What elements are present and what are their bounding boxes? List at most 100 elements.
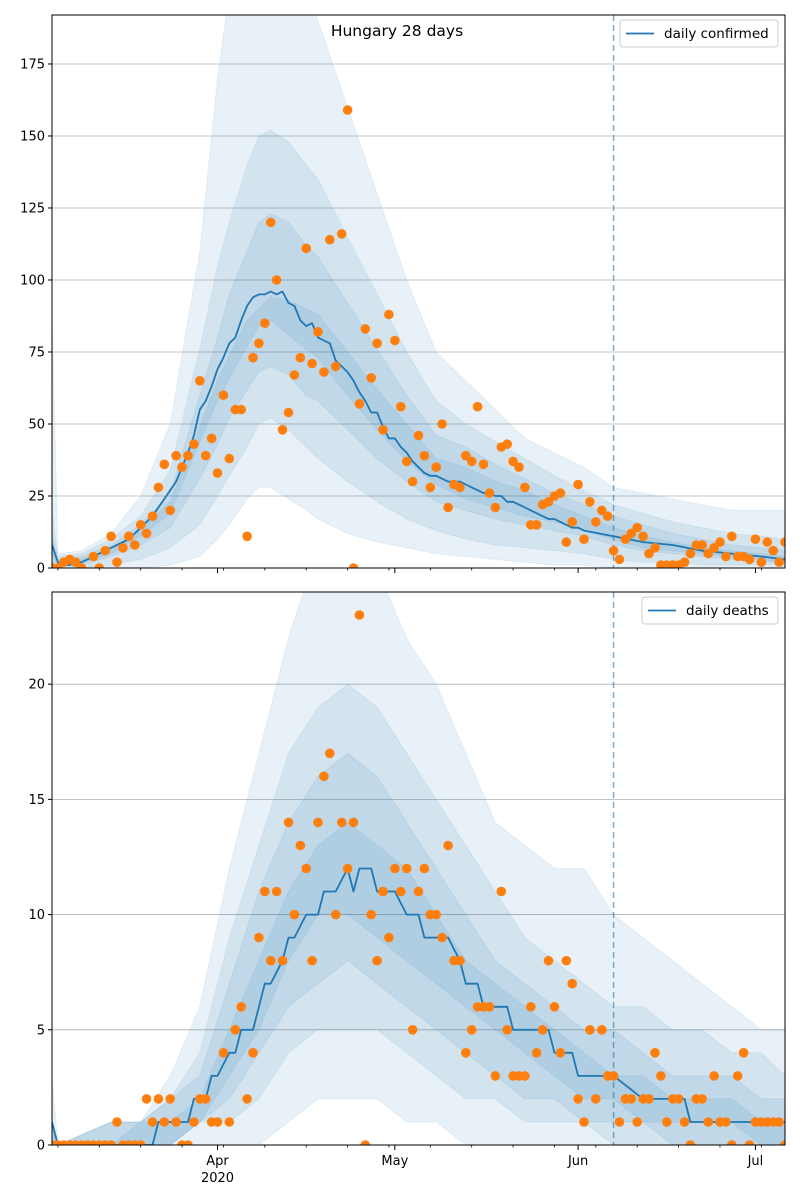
deaths-observed-point: [685, 1140, 696, 1145]
deaths-observed-point: [325, 748, 335, 759]
deaths-observed-point: [561, 955, 572, 966]
deaths-observed-point: [703, 1117, 713, 1127]
confirmed-observed-point: [265, 217, 276, 228]
deaths-observed-point: [662, 1117, 672, 1127]
confirmed-observed-point: [301, 243, 312, 254]
confirmed-observed-point: [756, 557, 767, 567]
confirmed-observed-point: [106, 531, 116, 542]
confirmed-observed-point: [431, 462, 442, 473]
deaths-observed-point: [159, 1117, 170, 1127]
deaths-legend-label: daily deaths: [686, 603, 769, 619]
deaths-observed-point: [709, 1071, 719, 1081]
deaths-observed-point: [378, 886, 388, 897]
deaths-observed-point: [242, 1094, 252, 1104]
confirmed-observed-point: [437, 419, 447, 429]
confirmed-observed-point: [224, 453, 235, 464]
deaths-observed-point: [348, 817, 359, 828]
deaths-observed-point: [254, 932, 264, 943]
deaths-observed-point: [307, 955, 317, 966]
deaths-observed-point: [313, 817, 323, 828]
deaths-observed-point: [679, 1117, 690, 1127]
confirmed-observed-point: [360, 324, 371, 334]
confirmed-observed-point: [620, 534, 631, 544]
deaths-observed-point: [738, 1048, 749, 1058]
deaths-median-line: [52, 867, 785, 1145]
confirmed-observed-point: [407, 476, 418, 487]
deaths-observed-point: [543, 955, 554, 966]
confirmed-observed-point: [94, 563, 105, 568]
deaths-observed-point: [230, 1025, 241, 1035]
deaths-observed-point: [443, 840, 453, 851]
confirmed-observed-point: [271, 275, 282, 285]
confirmed-observed-point: [165, 505, 175, 516]
deaths-observed-point: [626, 1094, 637, 1104]
confirmed-observed-point: [472, 401, 483, 412]
confirmed-observed-point: [183, 450, 193, 461]
confirmed-observed-point: [478, 459, 489, 470]
confirmed-observed-point: [697, 540, 707, 550]
confirmed-observed-point: [177, 462, 187, 473]
deaths-observed-point: [727, 1140, 737, 1145]
confirmed-observed-point: [614, 554, 625, 565]
confirmed-observed-point: [626, 528, 637, 539]
confirmed-observed-point: [254, 338, 264, 349]
deaths-observed-point: [189, 1117, 199, 1127]
deaths-observed-point: [260, 886, 270, 897]
confirmed-observed-point: [295, 352, 306, 363]
confirmed-observed-point: [774, 557, 784, 567]
deaths-legend-box: [641, 596, 779, 625]
deaths-ytick-label: 5: [37, 1023, 45, 1038]
deaths-observed-point: [295, 840, 306, 851]
confirmed-legend-label: daily confirmed: [664, 26, 769, 42]
confirmed-x-axis: [57, 568, 762, 573]
confirmed-observed-point: [100, 545, 110, 556]
deaths-observed-point: [413, 886, 424, 897]
confirmed-observed-point: [384, 309, 394, 320]
deaths-observed-point: [236, 1002, 246, 1012]
confirmed-observed-point: [189, 439, 199, 450]
chart-title: Hungary 28 days: [331, 22, 463, 40]
deaths-observed-point: [484, 1002, 495, 1012]
confirmed-ytick-label: 0: [37, 562, 45, 577]
confirmed-observed-point: [372, 338, 382, 349]
confirmed-observed-point: [147, 511, 158, 521]
deaths-observed-point: [531, 1048, 542, 1058]
confirmed-observed-point: [768, 545, 778, 556]
confirmed-observed-point: [709, 543, 719, 553]
confirmed-ytick-label: 150: [20, 129, 45, 144]
confirmed-observed-point: [206, 433, 217, 444]
confirmed-observed-point: [401, 456, 412, 467]
confirmed-observed-point: [218, 390, 229, 401]
deaths-observed-point: [579, 1117, 589, 1127]
deaths-observed-point: [271, 886, 282, 897]
confirmed-observed-point: [721, 551, 731, 562]
deaths-observed-point: [384, 932, 394, 943]
deaths-axes-frame: [51, 591, 786, 1146]
deaths-observed-point: [697, 1094, 707, 1104]
confirmed-observed-point: [236, 404, 246, 415]
confirmed-observed-point: [602, 511, 613, 521]
deaths-observed-point: [780, 1140, 785, 1145]
deaths-observed-point: [224, 1117, 235, 1127]
deaths-ytick-label: 15: [28, 793, 45, 808]
deaths-observed-point: [390, 863, 400, 874]
confirmed-observed-point: [543, 497, 554, 507]
deaths-observed-point: [366, 909, 377, 920]
confirmed-ytick-label: 50: [28, 417, 45, 432]
confirmed-observed-point: [762, 537, 773, 547]
deaths-observed-point: [673, 1094, 684, 1104]
deaths-interval-band: [52, 752, 785, 1145]
deaths-observed-point: [632, 1117, 642, 1127]
confirmed-observed-points: [52, 105, 785, 568]
confirmed-observed-point: [780, 537, 785, 547]
deaths-ytick-label: 0: [37, 1139, 45, 1154]
deaths-observed-point: [502, 1025, 512, 1035]
deaths-observed-point: [732, 1071, 743, 1081]
confirmed-observed-point: [242, 531, 252, 542]
confirmed-observed-point: [130, 540, 140, 550]
deaths-observed-point: [401, 863, 412, 874]
confirmed-observed-point: [159, 459, 170, 470]
confirmed-observed-point: [141, 528, 152, 539]
deaths-interval-band: [52, 821, 785, 1145]
deaths-observed-point: [277, 955, 288, 966]
